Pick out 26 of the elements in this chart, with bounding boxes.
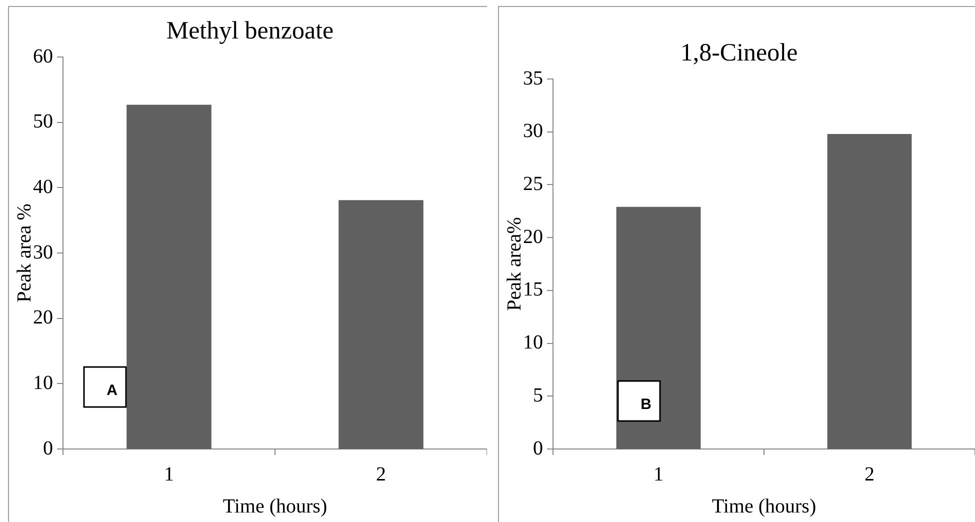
y-tick-label: 35 — [523, 67, 543, 90]
chart-title: 1,8-Cineole — [680, 40, 798, 67]
x-tick-label: 1 — [164, 463, 174, 486]
y-axis-title: Peak area % — [13, 204, 36, 302]
annotation: B — [640, 396, 652, 414]
y-tick-label: 10 — [33, 372, 53, 394]
x-tick-label: 2 — [376, 463, 386, 486]
x-axis-title: Time (hours) — [712, 495, 816, 518]
y-tick-label: 5 — [533, 384, 543, 406]
x-tick-label: 2 — [864, 463, 874, 486]
y-tick-label: 20 — [33, 306, 53, 329]
chart-title: Methyl benzoate — [166, 18, 334, 45]
y-tick-label: 40 — [33, 176, 53, 198]
y-tick-label: 30 — [523, 120, 543, 142]
x-tick-label: 1 — [654, 463, 664, 486]
y-tick-label: 0 — [43, 437, 53, 460]
y-tick-label: 10 — [523, 332, 543, 354]
y-tick-label: 30 — [33, 241, 53, 264]
y-tick-label: 0 — [533, 437, 543, 460]
y-tick-label: 25 — [523, 172, 543, 195]
y-tick-label: 60 — [33, 45, 53, 68]
x-axis-title: Time (hours) — [222, 495, 328, 518]
annotation: A — [106, 382, 118, 400]
y-tick-label: 20 — [523, 226, 543, 248]
y-tick-label: 15 — [523, 278, 543, 301]
y-tick-label: 50 — [33, 110, 53, 133]
